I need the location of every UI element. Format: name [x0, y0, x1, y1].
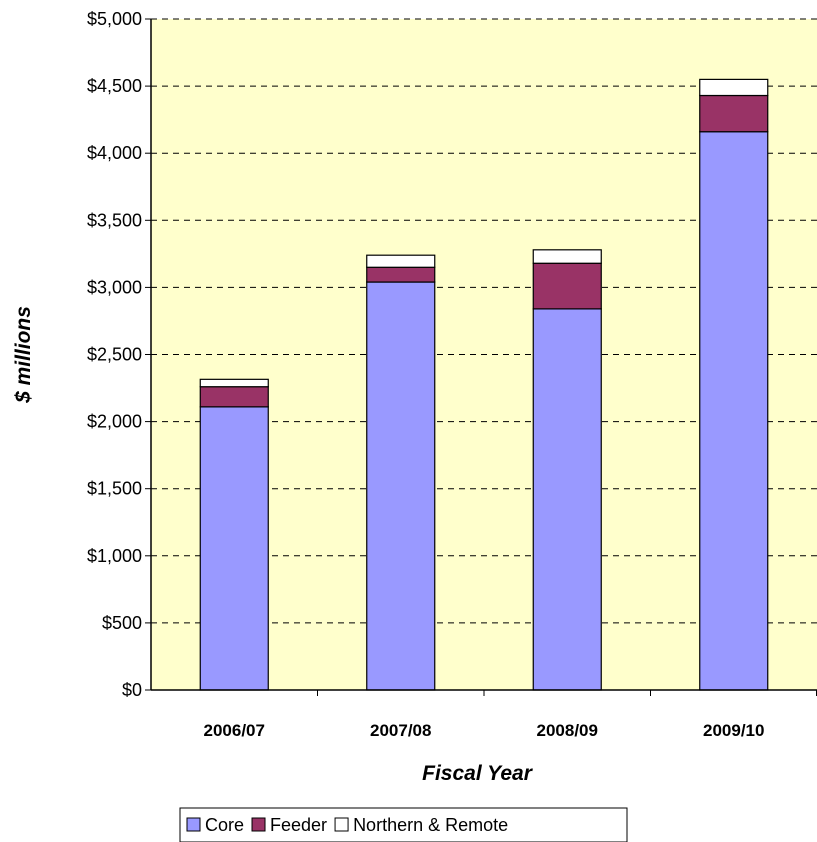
legend-label-core: Core	[205, 815, 244, 835]
x-tick-label: 2007/08	[370, 721, 431, 740]
bar-segment-feeder	[366, 266, 436, 283]
bar-segment-core	[199, 406, 269, 691]
y-axis-ticks: $0 $500 $1,000 $1,500 $2,000 $2,500 $3,000 $3,5…	[87, 9, 151, 700]
y-tick-label: $0	[122, 680, 142, 700]
y-axis-title: $ millions	[12, 306, 35, 404]
bar-segment-northern-remote	[532, 249, 602, 264]
legend-swatch-core	[186, 817, 201, 832]
legend-swatch-feeder	[251, 817, 266, 832]
bar-segment-northern-remote	[699, 78, 769, 97]
legend-label-feeder: Feeder	[270, 815, 327, 835]
legend-swatch-northern-remote	[334, 817, 349, 832]
bar-segment-northern-remote	[199, 378, 269, 388]
legend: Core Feeder Northern & Remote	[179, 807, 628, 842]
legend-label-northern-remote: Northern & Remote	[353, 815, 508, 835]
x-axis-ticks: 2006/07 2007/08 2008/09 2009/10	[204, 690, 817, 740]
y-tick-label: $2,500	[87, 345, 142, 365]
y-tick-label: $3,500	[87, 210, 142, 230]
y-tick-label: $4,500	[87, 76, 142, 96]
y-tick-label: $1,000	[87, 546, 142, 566]
y-tick-label: $4,000	[87, 143, 142, 163]
y-tick-label: $5,000	[87, 9, 142, 29]
x-tick-label: 2009/10	[703, 721, 764, 740]
y-tick-label: $500	[102, 613, 142, 633]
bar-segment-feeder	[532, 262, 602, 310]
bar-segment-core	[366, 281, 436, 691]
x-axis-title: Fiscal Year	[422, 762, 534, 785]
y-tick-label: $1,500	[87, 479, 142, 499]
bar-segment-core	[699, 131, 769, 691]
bars	[199, 78, 769, 691]
y-tick-label: $2,000	[87, 412, 142, 432]
bar-segment-core	[532, 308, 602, 691]
x-tick-label: 2006/07	[204, 721, 265, 740]
x-tick-label: 2008/09	[537, 721, 598, 740]
bar-segment-northern-remote	[366, 254, 436, 268]
bar-segment-feeder	[199, 386, 269, 408]
y-tick-label: $3,000	[87, 277, 142, 297]
bar-segment-feeder	[699, 94, 769, 133]
